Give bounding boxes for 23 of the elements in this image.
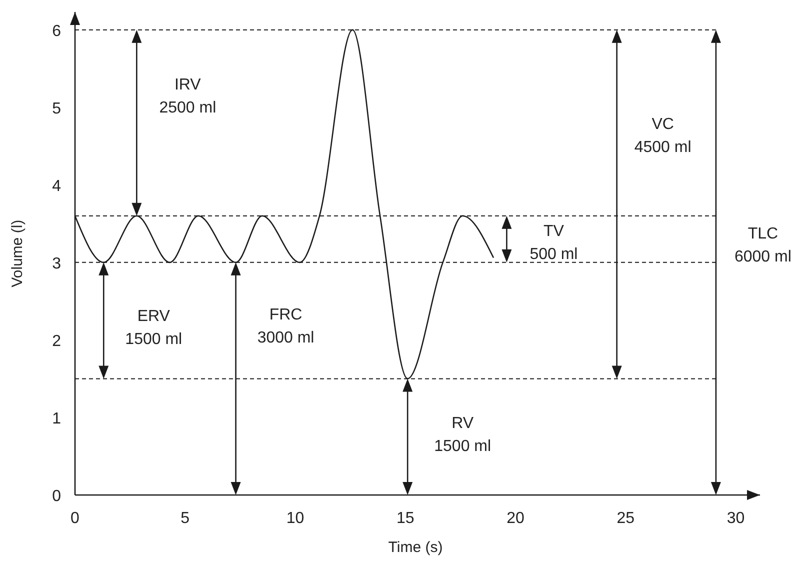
y-tick-label: 4	[52, 178, 62, 195]
x-tick-label: 0	[70, 510, 80, 527]
x-tick-label: 15	[396, 510, 414, 527]
y-tick-label: 2	[52, 332, 62, 350]
x-tick-label: 5	[180, 510, 190, 527]
y-tick-label: 0	[52, 488, 62, 505]
x-tick-label: 20	[506, 510, 525, 527]
annotation: FRC 3000 ml	[257, 306, 314, 347]
x-tick-label: 30	[726, 510, 745, 527]
x-axis-title: Time (s)	[388, 539, 443, 556]
x-tick-label: 10	[286, 510, 304, 527]
y-tick-label: 6	[52, 22, 62, 40]
y-tick-label: 3	[52, 255, 62, 272]
annotation: RV 1500 ml	[434, 414, 492, 455]
y-axis-title: Volume (l)	[9, 220, 26, 288]
annotation: ERV 1500 ml	[125, 308, 182, 348]
y-tick-label: 1	[52, 410, 62, 428]
y-tick-label: 5	[52, 100, 62, 118]
annotation: TLC 6000 ml	[734, 225, 792, 266]
annotation: TV 500 ml	[530, 222, 578, 263]
annotation: VC 4500 ml	[634, 116, 692, 156]
annotation: IRV 2500 ml	[159, 76, 216, 116]
x-tick-label: 25	[616, 510, 635, 527]
